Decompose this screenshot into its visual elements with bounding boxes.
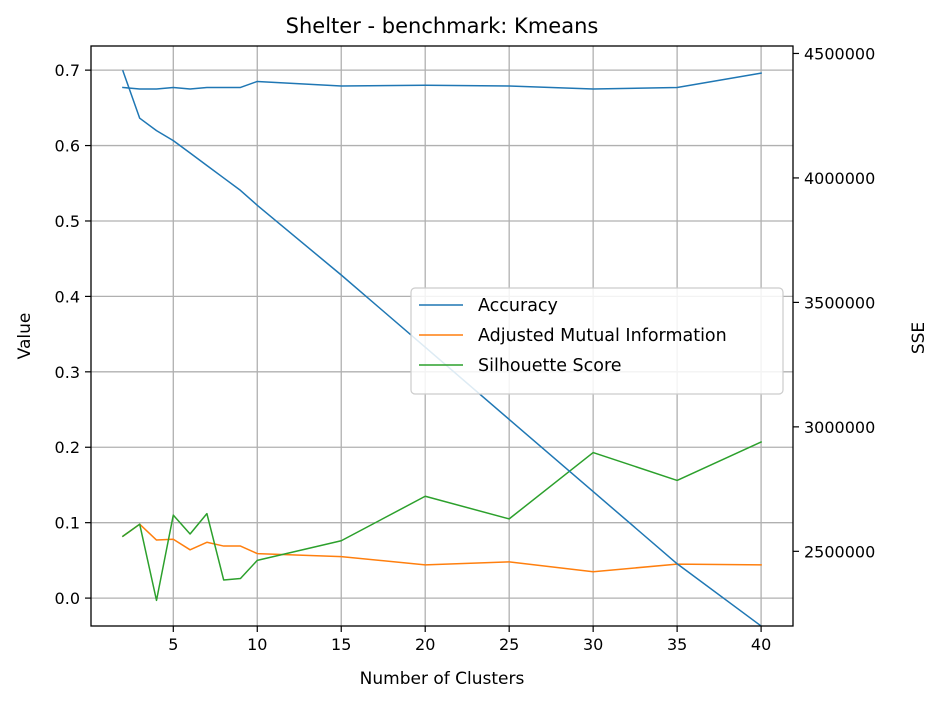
x-tick-label: 35 [667,635,687,654]
y-tick-label: 0.5 [55,212,80,231]
series-line-sse [121,69,763,628]
y2-tick-label: 2500000 [804,542,875,561]
x-tick-label: 5 [168,635,178,654]
grid [91,46,793,626]
y-tick-label: 0.2 [55,438,80,457]
legend-label: Accuracy [478,296,558,316]
legend-label: Adjusted Mutual Information [478,326,727,346]
plot-frame [90,45,794,627]
y-tick-label: 0.6 [55,137,80,156]
y-tick-label: 0.7 [55,61,80,80]
y-axis-left: 0.0 0.1 0.2 0.3 0.4 0.5 0.6 0.7 [55,61,91,608]
series-lines [121,69,763,628]
y-axis-label: Value [15,313,35,360]
series-line-accuracy [122,72,762,90]
y-tick-label: 0.1 [55,514,80,533]
y2-tick-label: 3500000 [804,293,875,312]
x-tick-label: 20 [415,635,435,654]
x-tick-label: 30 [583,635,603,654]
y-tick-label: 0.0 [55,589,80,608]
legend: Accuracy Adjusted Mutual Information Silho… [410,287,784,395]
x-tick-label: 25 [499,635,519,654]
x-tick-label: 10 [247,635,267,654]
y2-tick-label: 3000000 [804,418,875,437]
x-axis: 5 10 15 20 25 30 35 40 [168,626,771,654]
y2-tick-label: 4000000 [804,169,875,188]
y2-tick-label: 4500000 [804,44,875,63]
legend-label: Silhouette Score [478,356,622,376]
y-axis-right: 2500000 3000000 3500000 4000000 4500000 [793,44,875,561]
y-tick-label: 0.4 [55,287,80,306]
x-tick-label: 15 [331,635,351,654]
x-tick-label: 40 [751,635,771,654]
chart-title: Shelter - benchmark: Kmeans [286,14,599,38]
series-line-adjusted-mutual-information [121,523,762,573]
legend-box [410,287,784,395]
series-line-silhouette-score [121,440,763,602]
y2-axis-label: SSE [909,322,929,354]
x-axis-label: Number of Clusters [360,669,525,689]
y-tick-label: 0.3 [55,363,80,382]
